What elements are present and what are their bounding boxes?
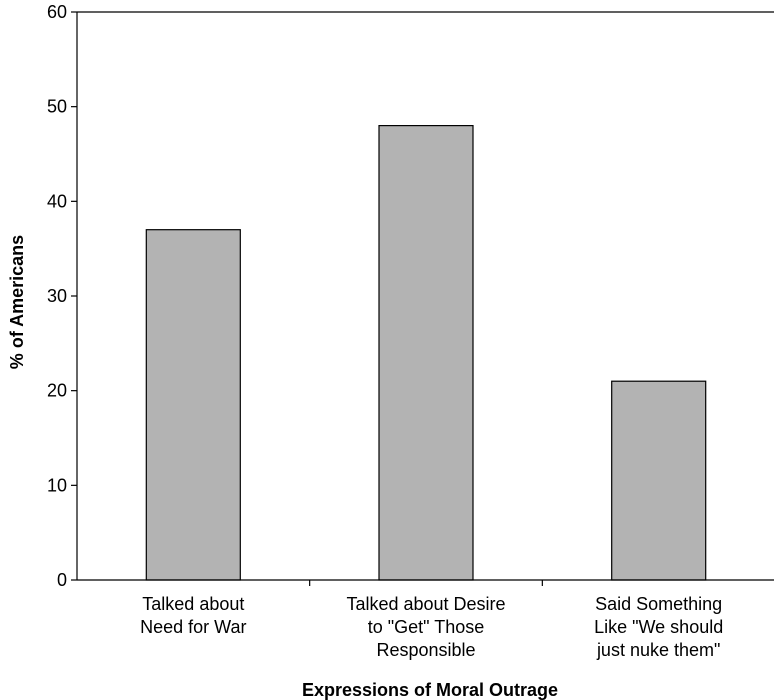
y-tick-label: 20: [47, 381, 67, 401]
x-category-label: Talked about Need for War: [140, 594, 246, 637]
x-category-label-line: Responsible: [376, 640, 475, 660]
y-tick-label: 0: [57, 570, 67, 590]
y-tick-label: 10: [47, 475, 67, 495]
x-category-label-line: Talked about: [142, 594, 244, 614]
axes-layer: [71, 11, 774, 586]
bar: [611, 380, 707, 581]
x-category-label-line: to "Get" Those: [368, 617, 485, 637]
x-category-label-line: Said Something: [595, 594, 722, 614]
x-category-label-line: just nuke them": [596, 640, 720, 660]
x-category-label: Talked about Desire to "Get" Those Respons…: [346, 594, 505, 660]
y-axis-title: % of Americans: [7, 235, 27, 369]
bar: [145, 229, 241, 581]
x-category-label-line: Like "We should: [594, 617, 723, 637]
y-tick-label: 40: [47, 191, 67, 211]
x-category-label-line: Need for War: [140, 617, 246, 637]
y-tick-label: 50: [47, 97, 67, 117]
x-category-label-line: Talked about Desire: [346, 594, 505, 614]
y-tick-label: 30: [47, 286, 67, 306]
x-axis-title: Expressions of Moral Outrage: [302, 680, 558, 700]
bar: [378, 124, 474, 581]
x-category-label: Said Something Like "We should just nuke t…: [594, 594, 723, 660]
bars-layer: [145, 124, 707, 581]
y-tick-label: 60: [47, 2, 67, 22]
